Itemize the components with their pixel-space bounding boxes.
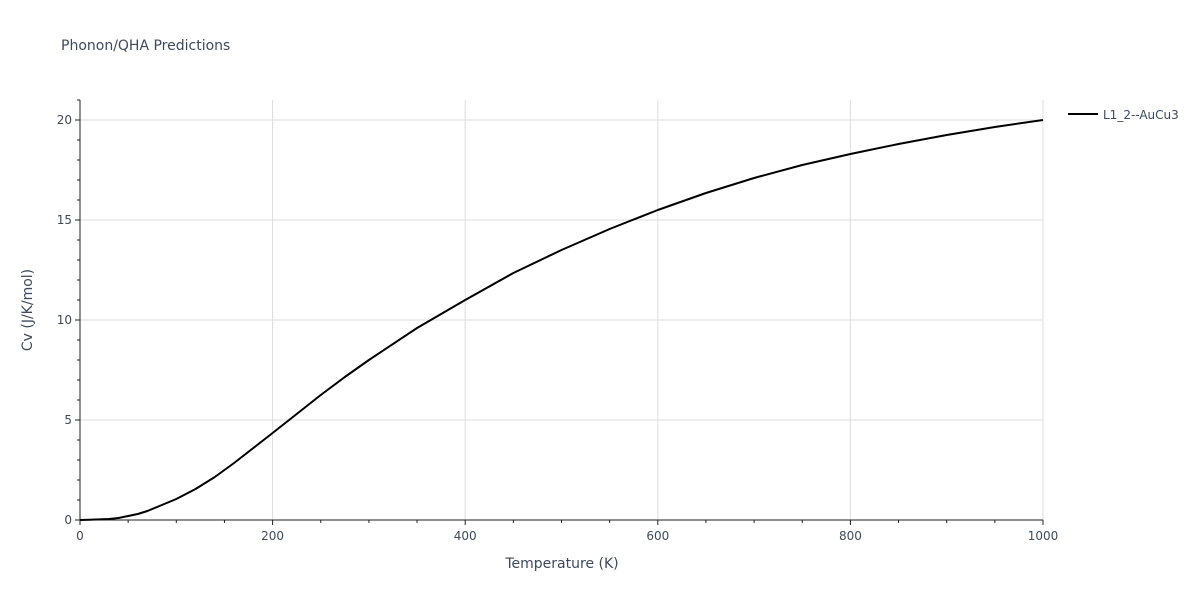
grid <box>80 100 1044 520</box>
x-tick-label: 1000 <box>1028 529 1059 543</box>
tick-labels: 0 200 400 600 800 1000 0 5 10 15 20 <box>57 113 1059 543</box>
y-tick-label: 0 <box>64 513 72 527</box>
series-line-0[interactable] <box>79 119 1044 521</box>
axes <box>75 99 1044 525</box>
x-tick-label: 400 <box>454 529 477 543</box>
y-axis-title: Cv (J/K/mol) <box>20 269 36 351</box>
y-tick-label: 5 <box>64 413 72 427</box>
x-tick-label: 800 <box>839 529 862 543</box>
chart-title: Phonon/QHA Predictions <box>61 38 230 54</box>
x-tick-label: 0 <box>76 529 84 543</box>
legend-label: L1_2--AuCu3 <box>1103 108 1179 122</box>
series-layer <box>79 119 1044 521</box>
y-tick-label: 20 <box>57 113 72 127</box>
y-tick-label: 10 <box>57 313 72 327</box>
y-tick-label: 15 <box>57 213 72 227</box>
x-tick-label: 600 <box>646 529 669 543</box>
x-tick-label: 200 <box>261 529 284 543</box>
legend[interactable]: L1_2--AuCu3 <box>1068 108 1179 122</box>
x-axis-title: Temperature (K) <box>504 556 618 572</box>
